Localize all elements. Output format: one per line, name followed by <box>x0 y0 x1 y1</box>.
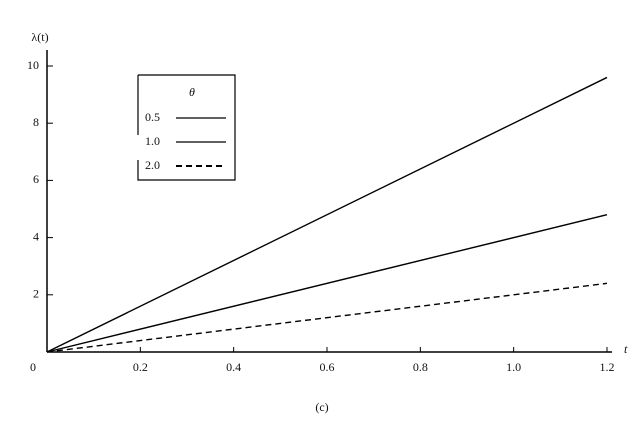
legend-frame <box>137 74 236 181</box>
y-tick-label: 6 <box>33 172 39 186</box>
x-tick-label: 0.6 <box>320 360 335 374</box>
x-tick-label: 1.2 <box>600 360 615 374</box>
legend-label: 0.5 <box>145 110 160 124</box>
x-axis-label: t <box>624 342 628 356</box>
y-tick-label: 10 <box>27 58 39 72</box>
x-tick-label: 0 <box>30 360 36 374</box>
y-tick-label: 2 <box>33 287 39 301</box>
y-tick-label: 4 <box>33 229 39 243</box>
y-tick-label: 8 <box>33 115 39 129</box>
x-tick-label: 0.4 <box>226 360 241 374</box>
legend-title: θ <box>189 85 195 99</box>
series-line <box>46 214 608 353</box>
legend-label: 1.0 <box>145 134 160 148</box>
x-tick-label: 1.0 <box>506 360 521 374</box>
legend-label: 2.0 <box>145 158 160 172</box>
y-axis-label: λ(t) <box>31 30 48 44</box>
series-line <box>46 76 608 353</box>
x-tick-label: 0.8 <box>413 360 428 374</box>
x-tick-label: 0.2 <box>133 360 148 374</box>
series-line <box>46 282 608 353</box>
caption: (c) <box>315 400 328 414</box>
